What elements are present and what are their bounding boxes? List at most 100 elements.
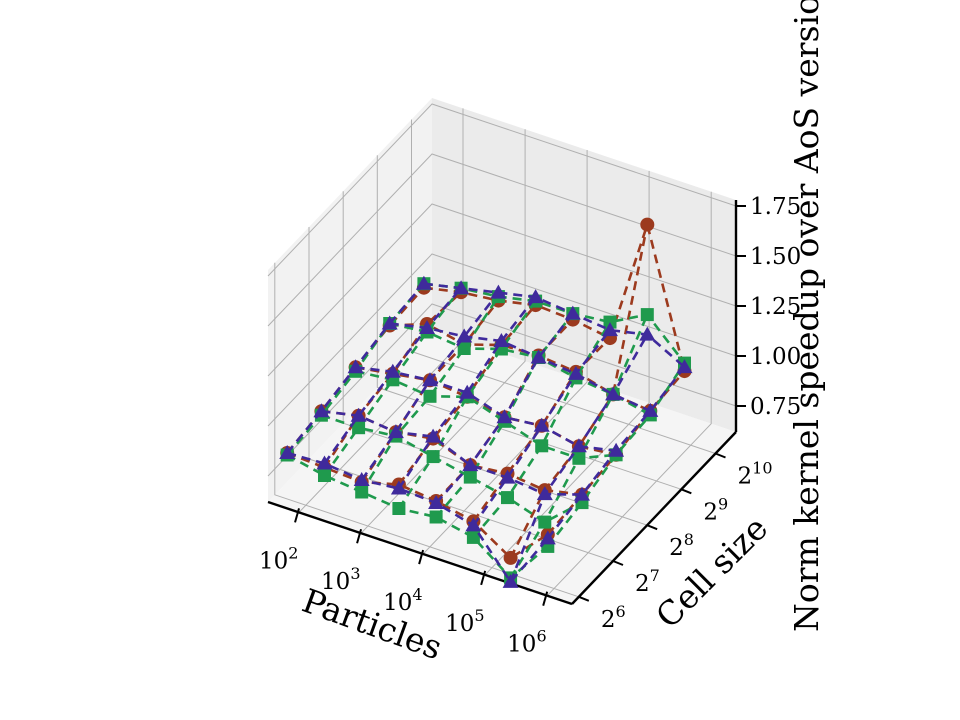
- z-tick-label: 0.75: [750, 394, 801, 420]
- data-point: [499, 469, 516, 484]
- x-tick-label: 102: [259, 543, 298, 574]
- series-line-x: [355, 366, 617, 453]
- z-tick-label: 1.75: [750, 194, 801, 220]
- gridline-z: [267, 153, 737, 327]
- z-tick-label: 1.00: [750, 344, 801, 370]
- data-point: [459, 384, 476, 399]
- data-point: [392, 502, 406, 515]
- data-point: [453, 280, 470, 295]
- gridline-x: [360, 129, 526, 534]
- data-point: [350, 407, 367, 422]
- data-point: [422, 372, 438, 387]
- data-point: [539, 530, 556, 545]
- data-point: [428, 495, 445, 509]
- data-point: [564, 305, 581, 320]
- data-point: [639, 326, 656, 341]
- data-point: [530, 349, 547, 364]
- gridline-x: [546, 191, 712, 597]
- data-point: [353, 472, 370, 486]
- data-point: [640, 217, 655, 232]
- series-triangle: [279, 275, 693, 588]
- series-line-x: [389, 322, 651, 413]
- x-tick-mark: [418, 549, 425, 565]
- series-line-x: [423, 282, 686, 369]
- x-tick-mark: [356, 528, 363, 544]
- x-axis-line: [267, 500, 573, 606]
- series-line-y: [435, 312, 574, 518]
- series-line-y: [397, 296, 537, 490]
- data-point: [419, 320, 435, 334]
- data-point: [457, 342, 471, 355]
- data-point: [387, 424, 404, 439]
- data-point: [347, 359, 364, 374]
- data-point: [462, 457, 479, 472]
- y-tick-label: 28: [669, 530, 694, 561]
- series-line-y: [509, 224, 649, 559]
- x-tick-label: 103: [321, 564, 360, 595]
- data-point: [533, 417, 550, 432]
- y-axis-line: [571, 431, 737, 605]
- y-tick-mark: [715, 452, 726, 459]
- data-point: [642, 402, 659, 417]
- data-point: [390, 480, 407, 495]
- gridline-z: [267, 253, 737, 427]
- series-line-x: [321, 409, 583, 496]
- data-point: [535, 439, 549, 453]
- x-tick-mark: [542, 591, 549, 606]
- series-line-x: [355, 370, 617, 460]
- x-axis-title: Particles: [297, 581, 447, 667]
- series-line-y: [360, 295, 500, 493]
- data-point: [502, 573, 519, 588]
- chart-tick-labels: 102 103 104 105 106 26 27 28 29 210 0.75 1.00 1.25 1.…: [259, 194, 801, 658]
- data-point: [463, 470, 477, 484]
- x-tick-mark: [294, 508, 300, 523]
- y-tick-mark: [578, 595, 590, 602]
- y-tick-mark: [680, 488, 692, 495]
- series-line-y: [323, 287, 463, 465]
- data-point: [466, 530, 480, 544]
- data-point: [381, 315, 398, 330]
- data-point: [527, 289, 544, 304]
- data-point: [503, 550, 518, 565]
- y-tick-label: 29: [703, 494, 728, 525]
- data-point: [501, 491, 514, 505]
- y-tick-mark: [646, 524, 658, 531]
- y-tick-mark: [612, 560, 624, 566]
- data-point: [538, 515, 552, 529]
- chart-series: [279, 217, 693, 588]
- y-tick-label: 26: [601, 602, 626, 633]
- data-point: [676, 359, 693, 374]
- x-tick-label: 105: [445, 606, 484, 637]
- pane-back-wall: [432, 98, 736, 432]
- z-tick-label: 1.50: [750, 244, 801, 270]
- data-point: [640, 308, 654, 322]
- data-point: [490, 284, 507, 299]
- y-axis-title: Cell size: [648, 509, 775, 636]
- data-point: [313, 403, 330, 418]
- data-point: [423, 389, 437, 403]
- x-tick-label: 104: [383, 585, 422, 616]
- data-point: [425, 428, 442, 443]
- data-point: [496, 409, 513, 424]
- data-point: [536, 486, 553, 501]
- data-point: [426, 450, 440, 464]
- chart-axes: [267, 200, 738, 606]
- data-point: [608, 442, 625, 457]
- data-point: [415, 275, 432, 290]
- x-tick-label: 106: [507, 627, 546, 658]
- x-tick-mark: [480, 570, 487, 586]
- data-point: [316, 455, 333, 470]
- data-point: [572, 451, 586, 465]
- gridline-y: [274, 262, 579, 598]
- data-point: [384, 363, 401, 378]
- z-axis-title: Norm kernel speedup over AoS version: [787, 0, 826, 632]
- series-line-x: [286, 451, 549, 585]
- data-point: [602, 322, 618, 337]
- y-tick-label: 210: [738, 459, 773, 490]
- gridline-x: [422, 150, 588, 555]
- data-point: [605, 386, 622, 401]
- data-point: [279, 445, 296, 459]
- data-point: [429, 510, 443, 524]
- data-point: [567, 365, 584, 380]
